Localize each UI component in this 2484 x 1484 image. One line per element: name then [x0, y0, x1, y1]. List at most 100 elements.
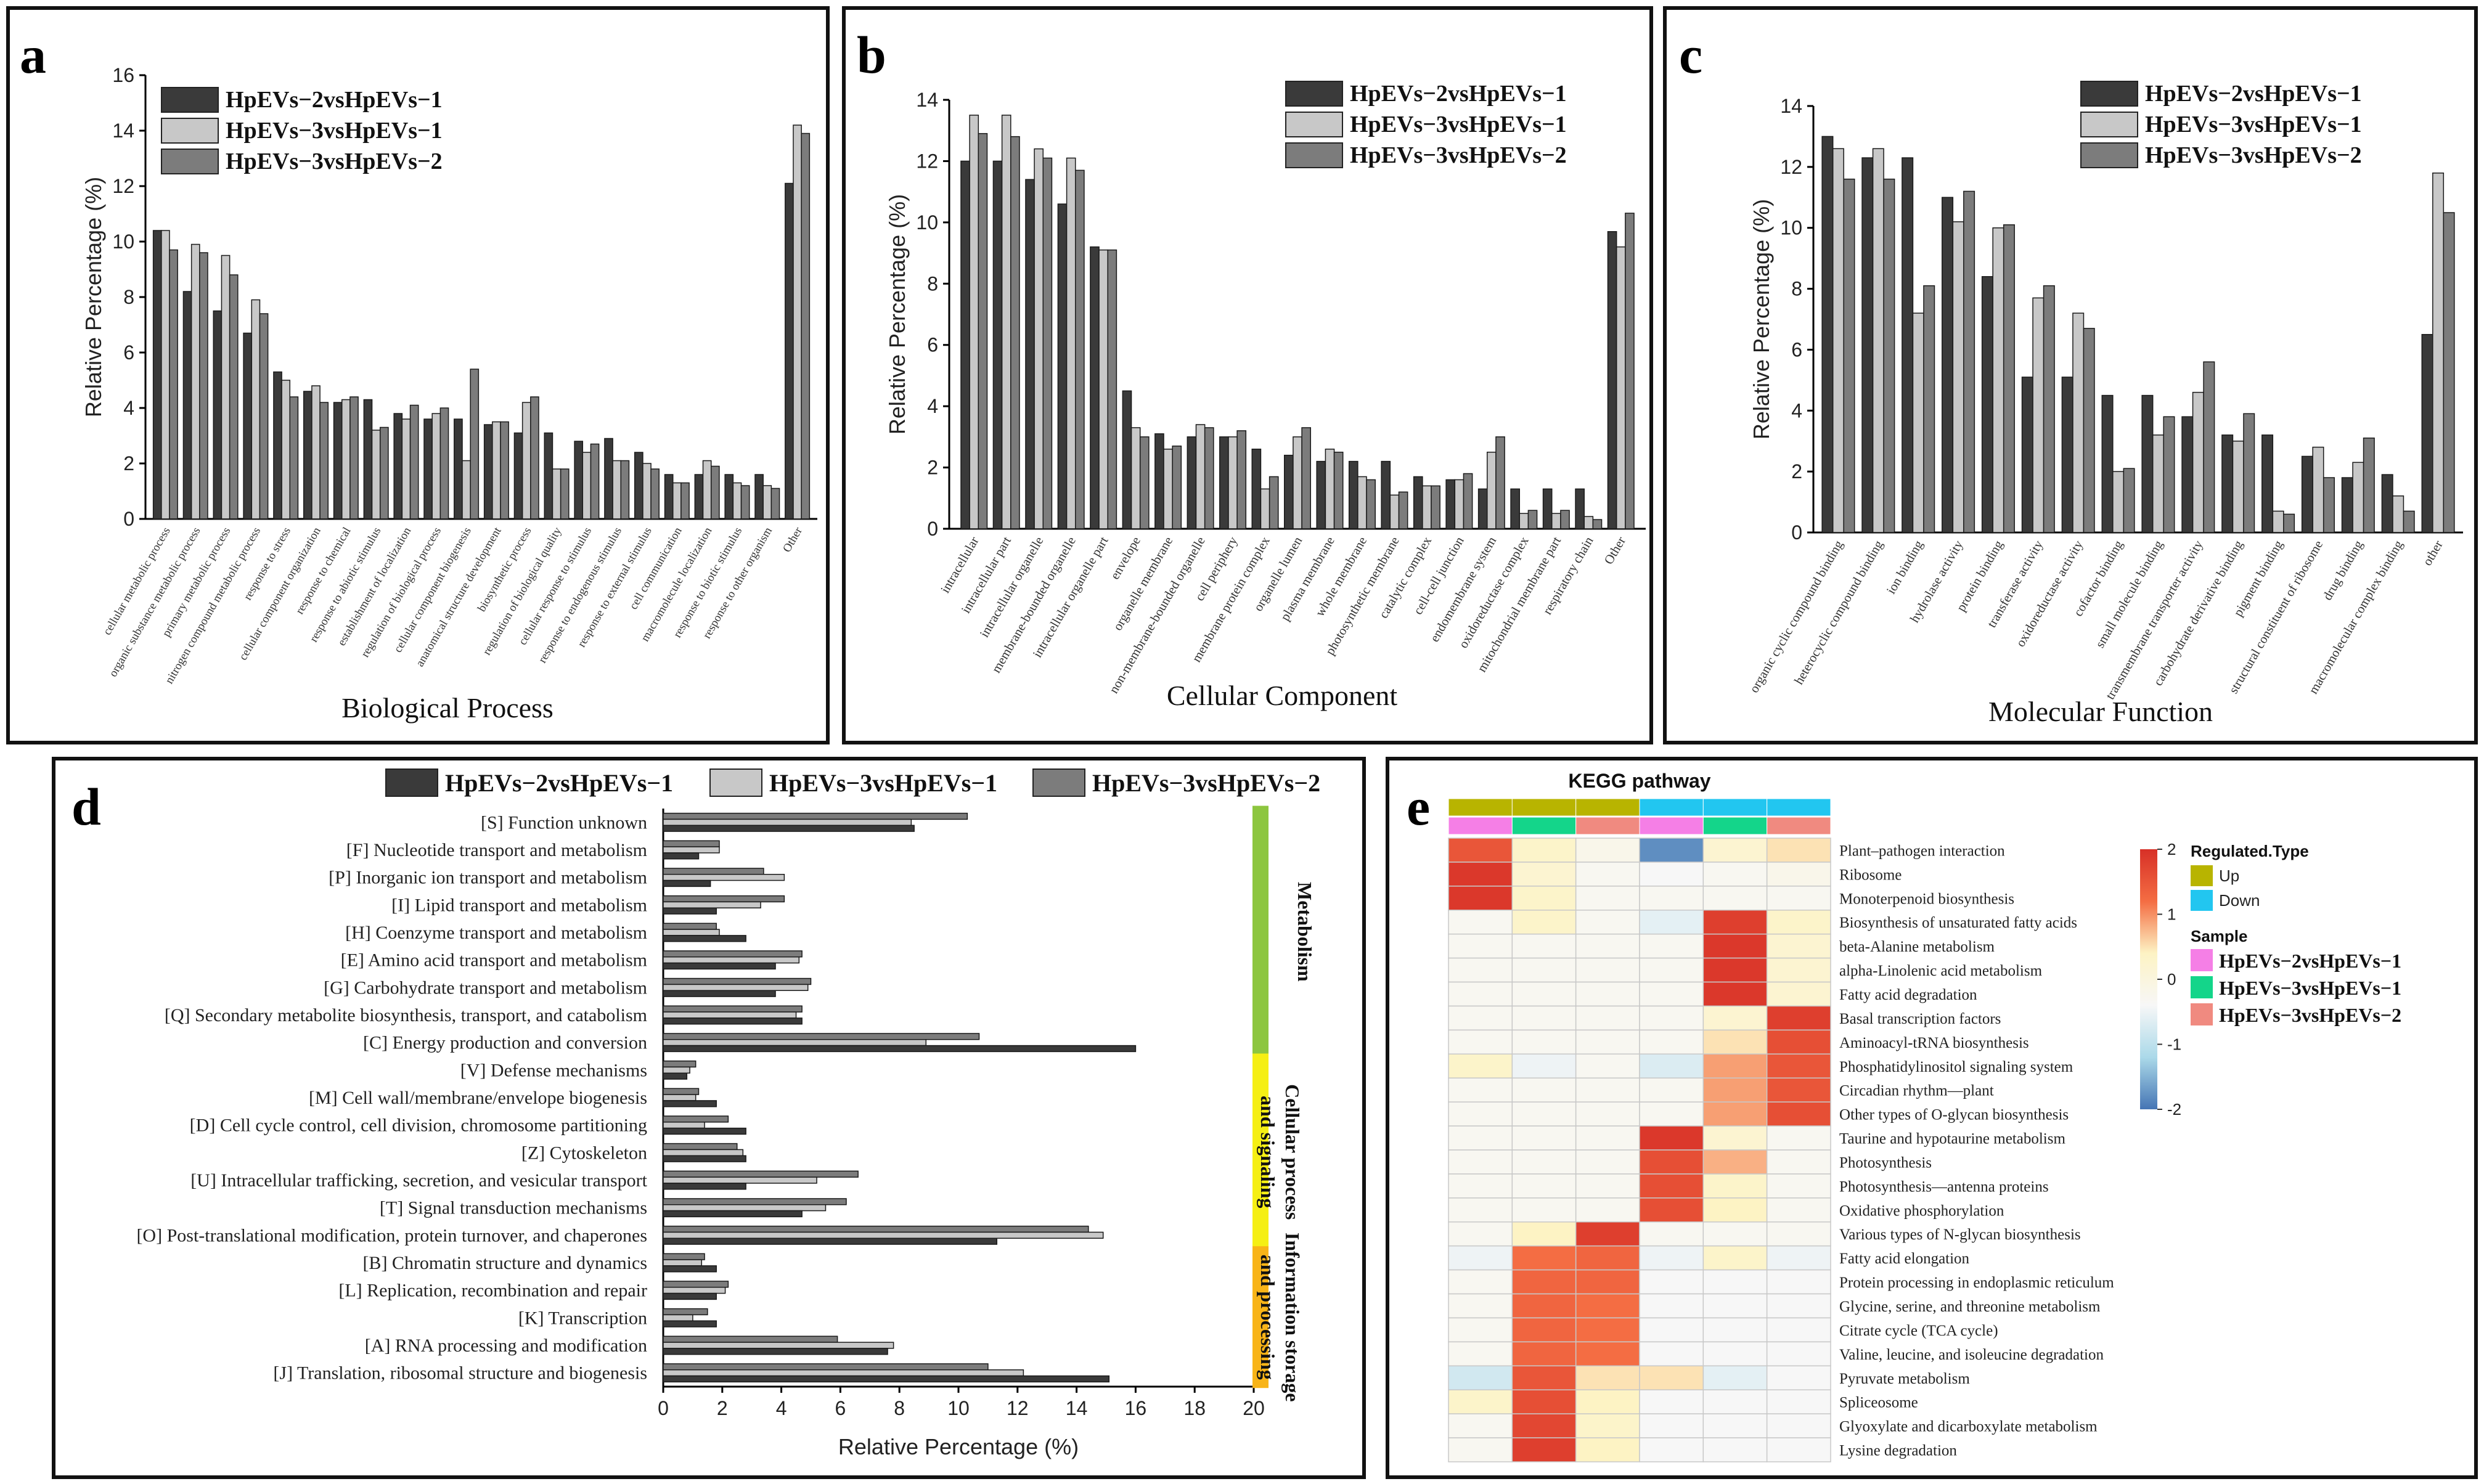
bar	[663, 1348, 888, 1355]
heatmap-cell	[1639, 1245, 1704, 1271]
y-tick-label: 12	[916, 150, 938, 172]
bar	[1902, 157, 1914, 533]
panel-e-frame	[1386, 757, 2478, 1479]
heatmap-title: KEGG pathway	[1568, 770, 1710, 792]
bar	[560, 468, 570, 520]
heatmap-cell	[1511, 1365, 1577, 1390]
legend-label: HpEVs−2vsHpEVs−1	[1350, 81, 1567, 107]
bar	[1269, 476, 1279, 529]
bar	[319, 402, 329, 520]
bar	[1551, 513, 1561, 529]
bar	[2232, 440, 2244, 533]
bar	[530, 396, 539, 520]
bar	[663, 840, 720, 847]
bar	[1042, 157, 1053, 529]
bar	[664, 474, 674, 520]
bar	[1010, 136, 1020, 529]
heatmap-cell	[1575, 838, 1640, 863]
x-tick-label: 18	[1183, 1397, 1206, 1419]
heatmap-cell	[1766, 862, 1831, 887]
y-category-label: [U] Intracellular trafficking, secretion…	[190, 1170, 647, 1191]
heatmap-cell	[1766, 1053, 1831, 1078]
bar	[663, 1066, 690, 1074]
heatmap-cell	[1448, 1077, 1513, 1103]
x-tick-label: 6	[835, 1397, 846, 1419]
y-category-label: [B] Chromatin structure and dynamics	[362, 1253, 647, 1273]
heatmap-cell	[1702, 1413, 1768, 1438]
heatmap-cell	[1575, 1341, 1640, 1367]
heatmap-cell	[1702, 1245, 1768, 1271]
bar	[732, 482, 742, 520]
bar	[2021, 377, 2033, 533]
bar	[663, 1127, 746, 1135]
heatmap-cell	[1448, 1269, 1513, 1295]
bar	[1107, 249, 1117, 529]
y-category-label: [V] Defense mechanisms	[460, 1060, 647, 1080]
bar	[1075, 169, 1085, 529]
heatmap-cell	[1702, 910, 1768, 935]
x-category-label: Other	[1601, 534, 1628, 567]
y-category-label: [K] Transcription	[518, 1308, 647, 1328]
legend-label: HpEVs−3vsHpEVs−1	[769, 769, 997, 797]
bar	[740, 485, 750, 520]
color-scale-tick-label: 2	[2167, 840, 2176, 858]
bar	[663, 1072, 688, 1080]
bar	[552, 468, 562, 520]
legend-swatch	[161, 118, 219, 144]
heatmap-row-label: Plant–pathogen interaction	[1839, 842, 2005, 859]
bar	[663, 1005, 803, 1013]
y-category-label: [P] Inorganic ion transport and metaboli…	[329, 868, 647, 888]
heatmap-cell	[1639, 1077, 1704, 1103]
bar	[439, 407, 449, 520]
bar	[1301, 427, 1312, 529]
sample-annotation	[1639, 817, 1704, 835]
heatmap-cell	[1766, 933, 1831, 959]
panel-a-frame	[6, 6, 830, 744]
bar	[1130, 427, 1141, 529]
bar	[2003, 224, 2015, 533]
heatmap-cell	[1575, 1365, 1640, 1390]
bar	[462, 460, 471, 520]
bar	[2381, 474, 2393, 533]
category-group-label-line: and signaling	[1257, 1096, 1279, 1208]
bar	[2203, 361, 2215, 533]
bar	[663, 1287, 726, 1294]
panel-letter-e: e	[1407, 777, 1430, 836]
heatmap-cell	[1639, 1317, 1704, 1343]
bar	[793, 124, 802, 520]
heatmap-cell	[1448, 1293, 1513, 1319]
color-scale-tick-label: -2	[2167, 1100, 2181, 1119]
regulated-type-label: Down	[2219, 891, 2260, 910]
heatmap-row-label: Biosynthesis of unsaturated fatty acids	[1839, 915, 2077, 931]
bar	[663, 1265, 717, 1273]
heatmap-cell	[1702, 1101, 1768, 1127]
heatmap-cell	[1766, 1029, 1831, 1055]
y-category-label: [S] Function unknown	[481, 812, 647, 833]
x-tick-label: 0	[658, 1397, 669, 1419]
bar	[1333, 451, 1344, 529]
bar	[281, 380, 291, 520]
bar	[1487, 451, 1497, 529]
bar	[1616, 246, 1626, 529]
heatmap-row-label: Photosynthesis	[1839, 1154, 1932, 1171]
y-tick-label: 8	[927, 272, 938, 295]
regulated-type-annotation	[1575, 798, 1640, 817]
bar	[1357, 476, 1367, 529]
bar	[513, 432, 523, 520]
heatmap-cell	[1575, 910, 1640, 935]
panel-letter-a: a	[20, 25, 46, 84]
heatmap-cell	[1766, 1245, 1831, 1271]
heatmap-cell	[1702, 1221, 1768, 1247]
y-category-label: [A] RNA processing and modification	[365, 1335, 647, 1356]
bar	[1057, 203, 1068, 529]
bar	[663, 901, 761, 908]
x-axis-title: Cellular Component	[1167, 680, 1398, 711]
heatmap-cell	[1639, 1413, 1704, 1438]
y-category-label: [Z] Cytoskeleton	[521, 1143, 647, 1163]
bar	[1607, 231, 1617, 529]
legend-swatch	[385, 768, 438, 797]
heatmap-cell	[1511, 1341, 1577, 1367]
bar	[1001, 115, 1011, 529]
heatmap-cell	[1702, 1437, 1768, 1462]
